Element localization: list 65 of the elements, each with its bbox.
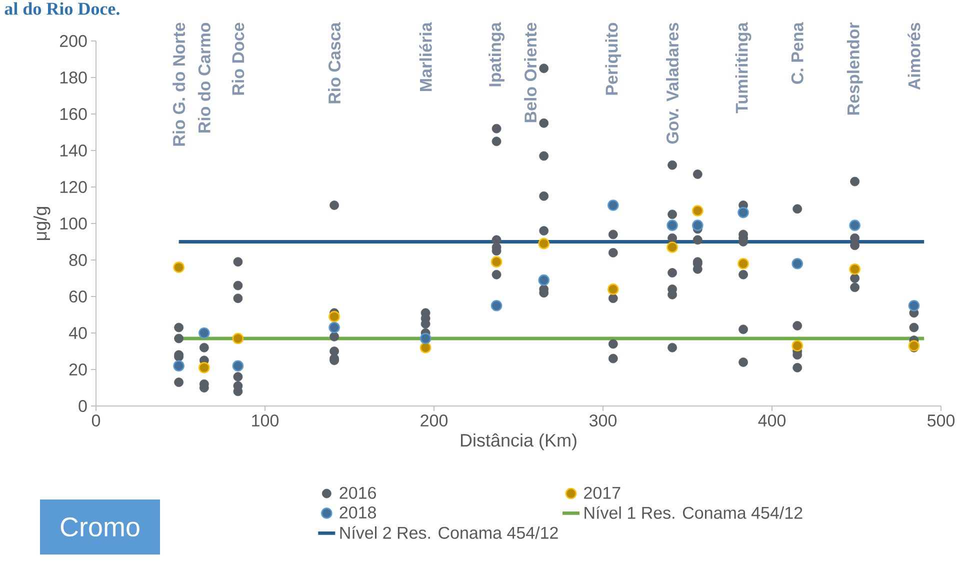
point xyxy=(420,342,432,354)
legend-label: 2016 xyxy=(340,486,376,499)
y-tick-label: 60 xyxy=(69,290,87,303)
x-tick-label: 500 xyxy=(928,414,955,427)
point xyxy=(328,310,340,322)
point xyxy=(738,206,749,218)
y-tick-label: 20 xyxy=(69,363,87,376)
y-tick-label: 0 xyxy=(78,400,87,412)
y-axis-title: μg/g xyxy=(33,206,50,240)
point xyxy=(198,327,210,339)
point xyxy=(692,205,704,216)
point xyxy=(792,258,804,270)
annotation: Resplendor xyxy=(846,22,863,115)
x-tick-label: 100 xyxy=(252,414,279,427)
text: Cromo xyxy=(60,517,140,537)
point xyxy=(328,322,340,334)
point xyxy=(608,200,619,211)
point xyxy=(538,274,550,286)
annotation: Tumiritinga xyxy=(735,22,752,114)
annotation: Ipatinga xyxy=(488,22,504,86)
point xyxy=(198,362,210,374)
point xyxy=(666,220,678,231)
annotation: C. Pena xyxy=(791,22,804,84)
x-tick-label: 400 xyxy=(758,414,786,427)
y-tick-label: 40 xyxy=(68,326,87,340)
point xyxy=(908,300,920,312)
y-tick-label: 80 xyxy=(69,254,87,266)
annotation: Rio Doce xyxy=(232,22,244,95)
annotation: Rio do Carmo xyxy=(198,22,210,132)
annotation: Rio Casca xyxy=(328,22,341,104)
point xyxy=(849,220,860,231)
annotation: Periquito xyxy=(605,22,622,95)
x-tick-label: 200 xyxy=(420,414,448,427)
annotation: Marliéria xyxy=(419,22,432,91)
y-tick-label: 120 xyxy=(60,180,87,194)
legend-label: 2018 xyxy=(340,506,376,519)
x-tick-label: 0 xyxy=(92,414,100,427)
annotation: Rio G. do Norte xyxy=(172,22,186,146)
legend-label: 2017 xyxy=(584,486,620,499)
point xyxy=(538,238,550,250)
legend-label: Nível 1 Res. Conama 454/12 xyxy=(584,506,802,519)
y-tick-label: 140 xyxy=(60,144,87,157)
point xyxy=(173,262,184,273)
annotation: Gov. Valadares xyxy=(666,22,679,144)
point xyxy=(490,300,502,312)
point xyxy=(232,332,244,344)
y-tick-label: 200 xyxy=(60,34,87,48)
y-tick-label: 180 xyxy=(60,71,87,84)
point xyxy=(692,220,704,231)
point xyxy=(173,360,184,372)
x-tick-label: 300 xyxy=(589,414,617,427)
annotation: Aimorés xyxy=(908,22,920,90)
chart-title: al do Rio Doce. xyxy=(4,2,120,15)
point xyxy=(792,340,804,352)
y-tick-label: 160 xyxy=(60,108,87,120)
point xyxy=(490,256,502,268)
y-tick-label: 100 xyxy=(60,217,87,230)
point xyxy=(666,242,678,253)
point xyxy=(738,258,749,270)
x-axis-title: Distância (Km) xyxy=(460,433,576,450)
point xyxy=(608,284,619,295)
point xyxy=(232,360,244,372)
point xyxy=(849,263,860,275)
annotation: Belo Oriente xyxy=(524,22,537,122)
legend-label: Nível 2 Res. Conama 454/12 xyxy=(340,526,558,539)
